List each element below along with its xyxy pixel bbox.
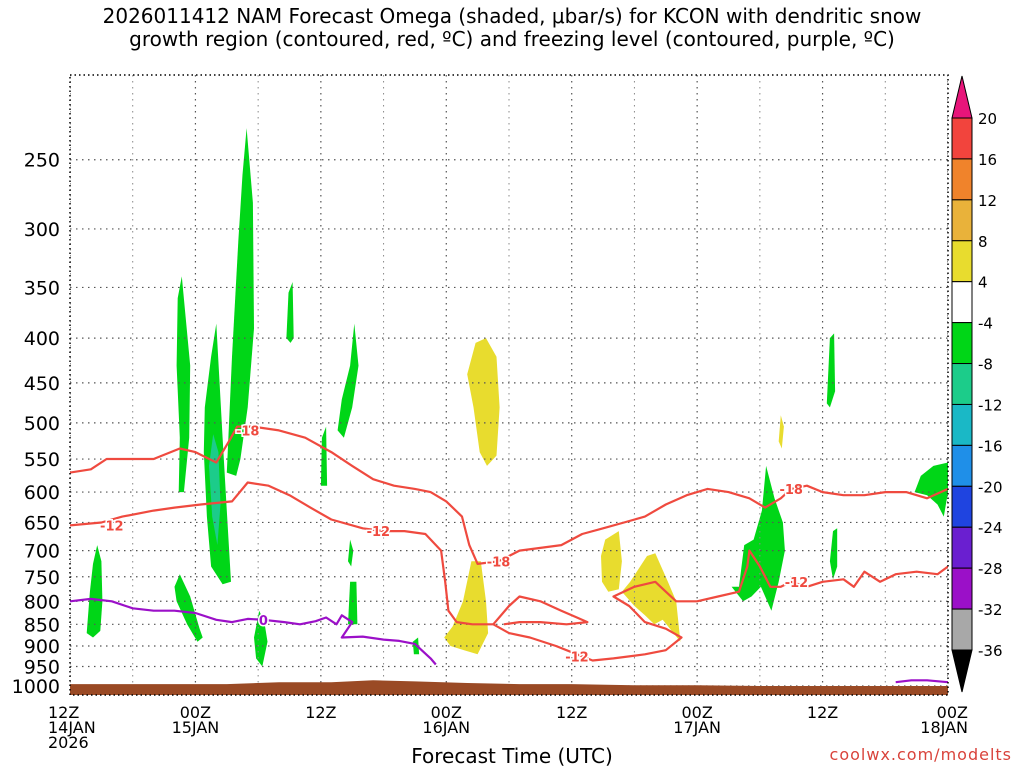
- omega-region-1: [176, 276, 191, 493]
- colorbar-bin-6: [951, 322, 973, 365]
- plot-frame: [69, 74, 949, 696]
- colorbar-label-1: 16: [978, 151, 997, 169]
- x-tick-label-60-1: 00Z: [681, 703, 712, 722]
- contour-label-0-2: -18: [779, 483, 803, 498]
- x-tick-label-48-1: 12Z: [556, 703, 587, 722]
- contour-label-1-2: -12: [785, 576, 809, 591]
- chart-title-line-2: growth region (contoured, red, ºC) and f…: [129, 27, 895, 51]
- colorbar-bin-2: [951, 158, 973, 201]
- colorbar-bin-11: [951, 526, 973, 569]
- omega-region-9: [337, 323, 359, 438]
- colorbar-bin-13: [951, 608, 973, 651]
- colorbar: 20 16 12 8 4 -4 -8 -12 -16 -20 -24 -28 -32 -36: [951, 75, 1003, 693]
- omega-region-11: [348, 581, 358, 625]
- y-tick-label-850: 850: [24, 614, 60, 636]
- y-tick-label-1000: 1000: [12, 676, 60, 698]
- x-tick-label-60-2: 17JAN: [673, 718, 721, 737]
- colorbar-bin-4: [951, 240, 973, 283]
- credit-text: coolwx.com/modelts: [829, 745, 1012, 764]
- y-tick-label-800: 800: [24, 591, 60, 613]
- y-tick-label-950: 950: [24, 657, 60, 679]
- contour-label-0-0: -18: [236, 424, 260, 439]
- y-tick-label-900: 900: [24, 636, 60, 658]
- colorbar-bin-10: [951, 485, 973, 528]
- omega-region-2: [174, 574, 203, 642]
- omega-region-20: [829, 528, 838, 580]
- omega-region-5: [226, 128, 254, 476]
- colorbar-label-10: -24: [978, 519, 1003, 537]
- y-tick-label-250: 250: [24, 150, 60, 172]
- dgz-contour-line-0: [70, 425, 948, 565]
- y-tick-label-600: 600: [24, 482, 60, 504]
- omega-region-19: [826, 333, 836, 408]
- colorbar-label-4: 4: [978, 274, 988, 292]
- omega-region-10: [348, 539, 354, 567]
- omega-region-0: [86, 545, 103, 638]
- omega-region-16: [621, 553, 681, 642]
- x-tick-label-0-2: 14JAN: [48, 718, 96, 737]
- colorbar-bin-7: [951, 363, 973, 405]
- colorbar-label-5: -4: [978, 315, 993, 333]
- y-tick-label-750: 750: [24, 567, 60, 589]
- x-tick-label-36-1: 00Z: [431, 703, 462, 722]
- plot-area: [70, 75, 948, 695]
- colorbar-label-13: -36: [978, 642, 1003, 660]
- colorbar-label-9: -20: [978, 478, 1003, 496]
- chart-title-line-1: 2026011412 NAM Forecast Omega (shaded, μ…: [102, 4, 922, 28]
- colorbar-bin-14: [951, 649, 973, 693]
- colorbar-label-7: -12: [978, 396, 1003, 414]
- y-tick-label-500: 500: [24, 413, 60, 435]
- x-tick-label-72-1: 12Z: [807, 703, 838, 722]
- contour-label-1-3: -12: [565, 650, 589, 665]
- freezing-level-line-3: [70, 597, 437, 666]
- y-tick-label-350: 350: [24, 277, 60, 299]
- contour-label-3-0: 0: [259, 614, 268, 629]
- dgz-contour-line-2: [492, 595, 589, 626]
- colorbar-bin-8: [951, 403, 973, 446]
- y-tick-label-650: 650: [24, 512, 60, 534]
- omega-region-21: [914, 462, 948, 517]
- colorbar-label-6: -8: [978, 356, 993, 374]
- contour-label-1-0: -12: [100, 519, 124, 534]
- x-tick-label-12-1: 00Z: [180, 703, 211, 722]
- colorbar-label-12: -32: [978, 601, 1003, 619]
- colorbar-label-2: 12: [978, 192, 997, 210]
- colorbar-bin-0: [951, 75, 973, 119]
- colorbar-label-0: 20: [978, 110, 997, 128]
- x-tick-label-36-2: 16JAN: [422, 718, 470, 737]
- colorbar-label-8: -16: [978, 437, 1003, 455]
- colorbar-bin-1: [951, 117, 973, 160]
- omega-region-7: [286, 282, 294, 343]
- freezing-level-line-4: [895, 679, 948, 684]
- colorbar-bin-9: [951, 444, 973, 487]
- x-tick-label-84-1: 00Z: [937, 703, 968, 722]
- x-tick-label-0-3: 2026: [48, 733, 89, 752]
- y-tick-label-300: 300: [24, 219, 60, 241]
- colorbar-label-11: -28: [978, 560, 1003, 578]
- colorbar-bin-12: [951, 567, 973, 610]
- omega-region-8: [320, 426, 328, 486]
- omega-region-14: [444, 561, 489, 655]
- omega-region-13: [467, 338, 500, 466]
- y-tick-label-550: 550: [24, 449, 60, 471]
- colorbar-bin-5: [951, 281, 973, 324]
- x-axis-label: Forecast Time (UTC): [411, 744, 613, 768]
- plot-layer: -18 -18 -18 -12 -12 -12 -12 0: [70, 75, 948, 695]
- y-tick-label-400: 400: [24, 328, 60, 350]
- omega-region-18: [778, 415, 784, 449]
- y-tick-label-700: 700: [24, 541, 60, 563]
- colorbar-label-3: 8: [978, 233, 988, 251]
- colorbar-bin-3: [951, 199, 973, 242]
- dgz-contour-line-1: [70, 481, 948, 662]
- ground-surface: [70, 680, 948, 695]
- contour-label-0-1: -18: [487, 555, 511, 570]
- contour-label-1-1: -12: [367, 525, 391, 540]
- x-tick-label-12-2: 15JAN: [172, 718, 220, 737]
- x-tick-label-84-2: 18JAN: [920, 718, 968, 737]
- x-tick-label-0-1: 12Z: [48, 703, 79, 722]
- y-tick-label-450: 450: [24, 373, 60, 395]
- x-tick-label-24-1: 12Z: [305, 703, 336, 722]
